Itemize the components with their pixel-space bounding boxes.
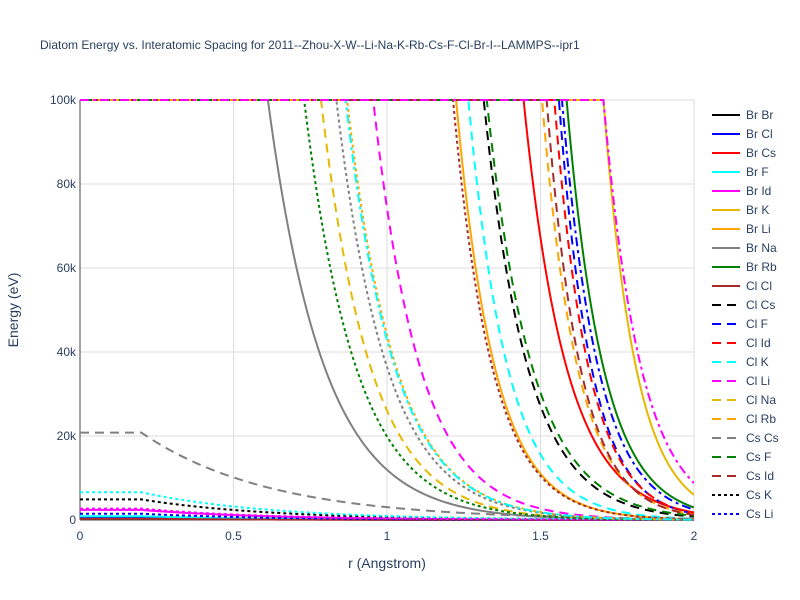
legend-label: Cs F bbox=[746, 450, 771, 464]
series-line-cs-f bbox=[80, 99, 694, 517]
legend-label: Cl Na bbox=[746, 393, 776, 407]
legend-label: Br Br bbox=[746, 108, 773, 122]
legend-label: Br Cl bbox=[746, 127, 773, 141]
series-line-cl-k bbox=[80, 99, 694, 520]
legend-label: Cl K bbox=[746, 355, 769, 369]
legend-label: Cl Cl bbox=[746, 279, 772, 293]
legend-label: Cs Li bbox=[746, 507, 773, 521]
legend-label: Br Cs bbox=[746, 146, 776, 160]
legend-label: Br K bbox=[746, 203, 769, 217]
series-line-unlabeled-22 bbox=[80, 491, 694, 521]
legend-label: Cs Id bbox=[746, 469, 774, 483]
y-tick-labels: 0 20k 40k 60k 80k 100k bbox=[50, 93, 77, 527]
series-line-br-k bbox=[80, 99, 694, 496]
y-tick-label: 40k bbox=[57, 345, 77, 359]
y-tick-label: 100k bbox=[50, 93, 77, 107]
series-lines bbox=[80, 99, 694, 521]
x-tick-label: 1 bbox=[384, 529, 391, 543]
legend-label: Cl Id bbox=[746, 336, 771, 350]
x-tick-label: 0 bbox=[77, 529, 84, 543]
x-tick-label: 2 bbox=[691, 529, 698, 543]
x-axis-label: r (Angstrom) bbox=[348, 555, 426, 571]
x-tick-label: 1.5 bbox=[532, 529, 549, 543]
legend-label: Br Rb bbox=[746, 260, 777, 274]
y-tick-label: 60k bbox=[57, 261, 77, 275]
series-line-unlabeled-29 bbox=[80, 99, 694, 511]
series-line-br-rb bbox=[80, 99, 694, 509]
legend-label: Br Li bbox=[746, 222, 771, 236]
legend-label: Cl F bbox=[746, 317, 768, 331]
legend-label: Br Na bbox=[746, 241, 777, 255]
y-tick-label: 0 bbox=[69, 513, 76, 527]
series-line-unlabeled-26 bbox=[80, 99, 694, 521]
series-line-unlabeled-30 bbox=[80, 99, 694, 484]
series-line-cl-f bbox=[80, 99, 694, 515]
y-axis-label: Energy (eV) bbox=[5, 273, 21, 348]
y-tick-label: 80k bbox=[57, 177, 77, 191]
legend-label: Cl Cs bbox=[746, 298, 775, 312]
legend-label: Br F bbox=[746, 165, 769, 179]
legend-label: Br Id bbox=[746, 184, 771, 198]
legend-label: Cs Cs bbox=[746, 431, 779, 445]
x-tick-label: 0.5 bbox=[225, 529, 242, 543]
series-line-unlabeled-27 bbox=[80, 99, 694, 521]
series-line-cs-cs bbox=[80, 431, 694, 520]
legend-label: Cl Rb bbox=[746, 412, 776, 426]
series-line-cs-id bbox=[80, 99, 694, 516]
legend-label: Cl Li bbox=[746, 374, 770, 388]
series-line-cl-cs bbox=[80, 99, 694, 518]
series-line-unlabeled-25 bbox=[80, 99, 694, 521]
grid bbox=[79, 99, 695, 521]
x-tick-labels: 0 0.5 1 1.5 2 bbox=[77, 529, 698, 543]
chart-title: Diatom Energy vs. Interatomic Spacing fo… bbox=[40, 38, 580, 52]
y-tick-label: 20k bbox=[57, 429, 77, 443]
legend: Br Br Br Cl Br Cs Br F Br Id Br K Br Li Br Na Br… bbox=[712, 108, 779, 521]
series-line-cl-id bbox=[80, 99, 694, 515]
series-line-unlabeled-28 bbox=[80, 99, 694, 521]
legend-label: Cs K bbox=[746, 488, 772, 502]
